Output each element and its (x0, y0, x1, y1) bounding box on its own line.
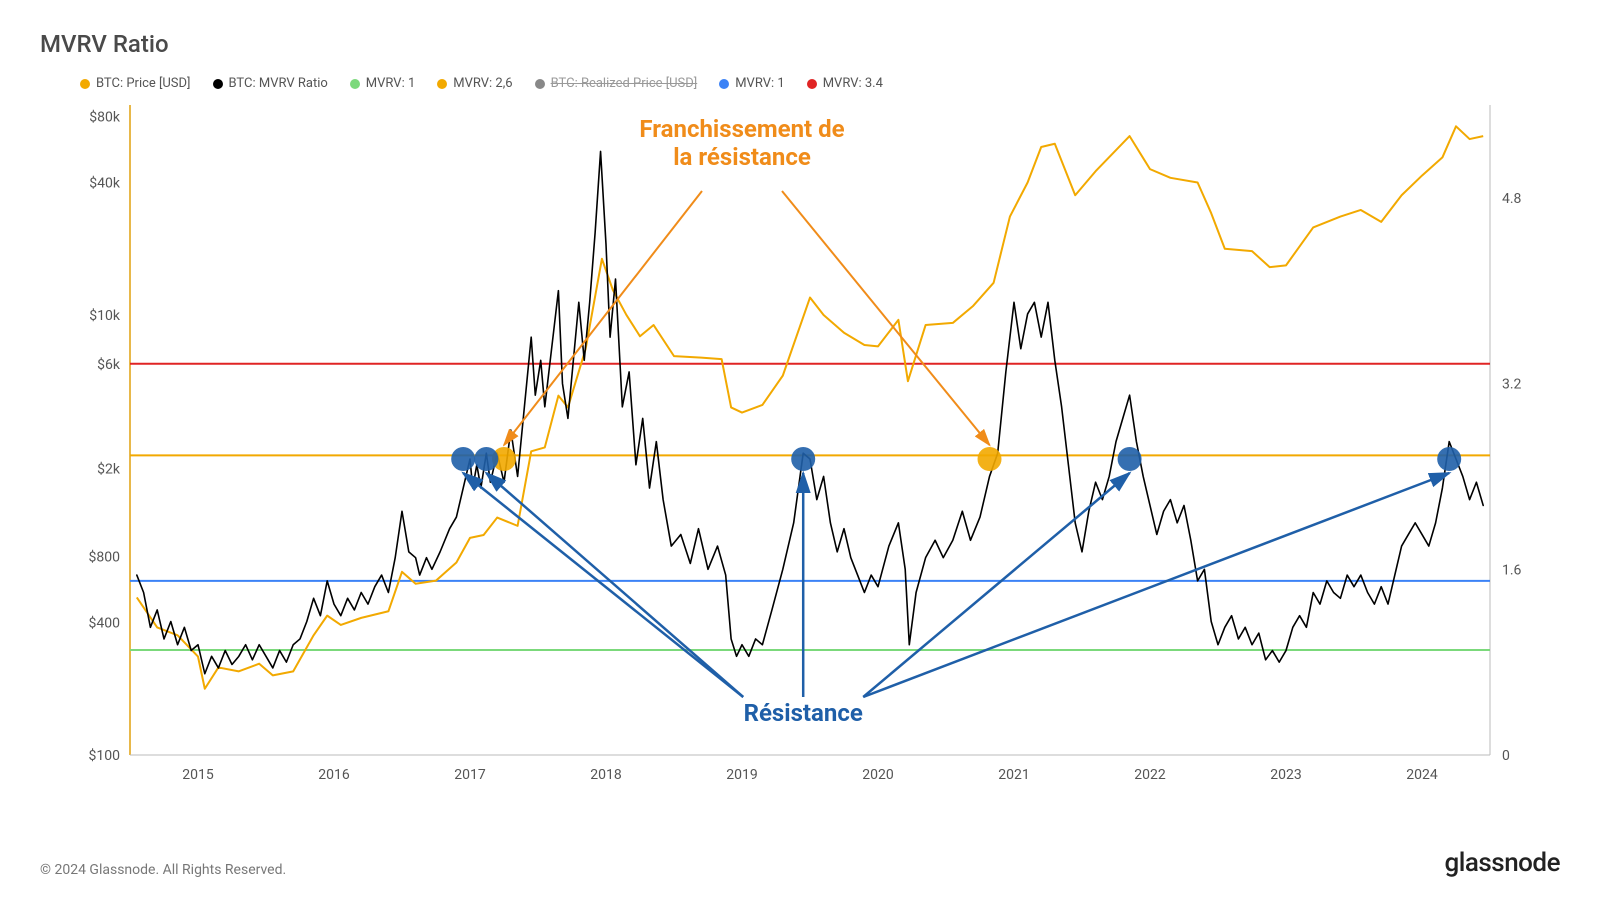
chart-legend: BTC: Price [USD] BTC: MVRV Ratio MVRV: 1 MV… (80, 76, 1560, 91)
svg-text:2017: 2017 (454, 767, 486, 783)
svg-text:$800: $800 (89, 548, 121, 565)
legend-item: MVRV: 3.4 (807, 76, 883, 91)
brand-logo: glassnode (1445, 848, 1560, 878)
svg-text:$400: $400 (89, 615, 121, 632)
svg-text:2018: 2018 (590, 767, 622, 783)
svg-text:2022: 2022 (1134, 767, 1166, 783)
legend-item: MVRV: 1 (719, 76, 784, 91)
svg-text:2019: 2019 (726, 767, 757, 783)
svg-text:$40k: $40k (89, 174, 121, 191)
chart-title: MVRV Ratio (40, 30, 1560, 58)
svg-text:2016: 2016 (318, 767, 350, 783)
legend-item: BTC: MVRV Ratio (213, 76, 328, 91)
svg-text:2023: 2023 (1270, 767, 1301, 783)
svg-text:$80k: $80k (89, 108, 121, 125)
legend-item: BTC: Price [USD] (80, 76, 191, 91)
svg-text:$100: $100 (89, 747, 121, 764)
svg-text:3.2: 3.2 (1502, 377, 1522, 393)
svg-text:$10k: $10k (89, 307, 121, 324)
svg-text:0: 0 (1502, 748, 1510, 764)
copyright-text: © 2024 Glassnode. All Rights Reserved. (40, 862, 286, 878)
svg-text:$2k: $2k (97, 461, 121, 478)
svg-text:4.8: 4.8 (1502, 191, 1522, 207)
legend-item: BTC: Realized Price [USD] (535, 76, 698, 91)
svg-text:2015: 2015 (182, 767, 214, 783)
svg-text:2020: 2020 (862, 767, 894, 783)
svg-text:1.6: 1.6 (1502, 562, 1522, 578)
svg-text:$6k: $6k (97, 356, 121, 373)
svg-text:2024: 2024 (1406, 767, 1438, 783)
legend-item: MVRV: 1 (350, 76, 415, 91)
chart-area: $100 $400 $800 $2k $6k $10k $40k $80k 0 1.6 3.2 4.8… (40, 95, 1560, 795)
svg-text:2021: 2021 (998, 767, 1029, 783)
legend-item: MVRV: 2,6 (437, 76, 512, 91)
